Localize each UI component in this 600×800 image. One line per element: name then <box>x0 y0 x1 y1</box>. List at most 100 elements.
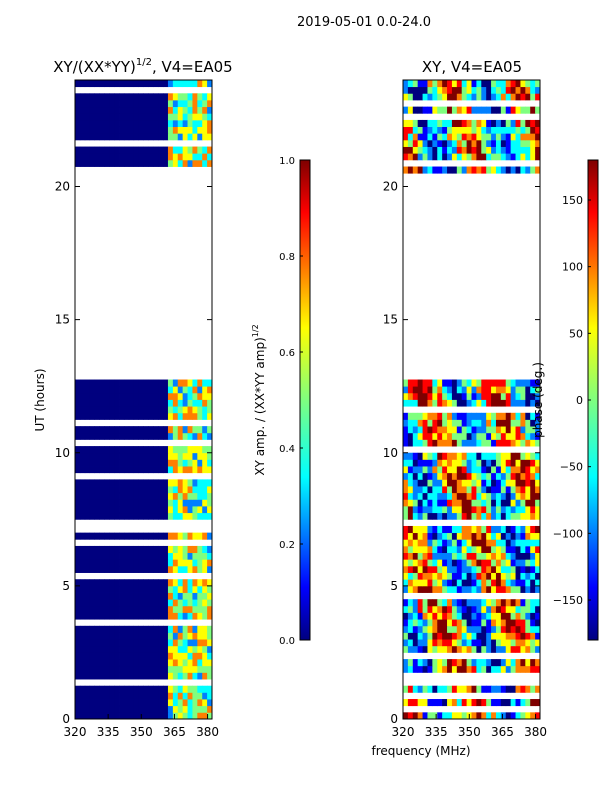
heatmap-cell <box>128 126 135 134</box>
heatmap-cell <box>114 685 120 693</box>
heatmap-cell <box>417 439 423 447</box>
heatmap-cell <box>432 632 438 640</box>
heatmap-cell <box>202 426 208 434</box>
heatmap-cell <box>89 99 95 108</box>
heatmap-cell <box>417 426 423 434</box>
heatmap-cell <box>143 399 149 407</box>
heatmap-cell <box>407 565 414 573</box>
heatmap-cell <box>84 579 91 587</box>
heatmap-cell <box>505 645 512 653</box>
heatmap-cell <box>535 392 541 400</box>
heatmap-cell <box>491 166 497 174</box>
heatmap-cell <box>461 126 467 134</box>
heatmap-cell <box>114 506 120 514</box>
heatmap-cell <box>197 146 203 154</box>
heatmap-cell <box>530 532 536 540</box>
heatmap-cell <box>515 439 521 447</box>
heatmap-cell <box>89 612 95 620</box>
heatmap-cell <box>535 572 541 580</box>
heatmap-cell <box>84 106 91 114</box>
heatmap-cell <box>128 699 135 707</box>
heatmap-cell <box>520 532 526 540</box>
heatmap-cell <box>466 499 472 507</box>
heatmap-cell <box>525 93 531 101</box>
heatmap-cell <box>114 412 120 420</box>
heatmap-cell <box>143 153 149 161</box>
heatmap-cell <box>207 159 213 167</box>
heatmap-cell <box>143 512 149 520</box>
heatmap-cell <box>417 126 423 134</box>
heatmap-cell <box>114 133 120 141</box>
heatmap-cell <box>505 486 512 494</box>
heatmap-cell <box>163 153 169 161</box>
heatmap-cell <box>133 665 139 673</box>
heatmap-cell <box>461 659 467 667</box>
heatmap-cell <box>143 432 149 440</box>
heatmap-cell <box>403 512 409 520</box>
heatmap-cell <box>447 605 453 613</box>
heatmap-cell <box>177 605 184 613</box>
heatmap-cell <box>75 612 81 620</box>
heatmap-cell <box>530 119 536 127</box>
heatmap-cell <box>94 146 100 154</box>
heatmap-cell <box>79 446 86 454</box>
heatmap-cell <box>476 439 482 447</box>
heatmap-cell <box>500 119 507 127</box>
heatmap-cell <box>442 492 448 500</box>
heatmap-cell <box>94 645 100 653</box>
heatmap-cell <box>442 479 448 487</box>
heatmap-cell <box>417 712 423 720</box>
heatmap-cell <box>417 525 423 534</box>
heatmap-cell <box>442 545 448 553</box>
heatmap-cell <box>109 432 115 440</box>
heatmap-cell <box>167 512 174 520</box>
heatmap-cell <box>456 565 463 573</box>
heatmap-cell <box>84 545 91 553</box>
heatmap-cell <box>172 699 179 707</box>
heatmap-cell <box>495 612 502 620</box>
heatmap-cell <box>412 659 419 667</box>
heatmap-cell <box>505 699 512 707</box>
heatmap-cell <box>153 399 159 407</box>
heatmap-cell <box>515 565 521 573</box>
heatmap-cell <box>412 639 419 647</box>
heatmap-cell <box>447 499 453 507</box>
heatmap-cell <box>486 545 492 553</box>
heatmap-cell <box>192 659 198 667</box>
heatmap-cell <box>197 119 203 127</box>
heatmap-cell <box>530 386 536 394</box>
heatmap-cell <box>520 525 526 534</box>
heatmap-cell <box>471 419 477 427</box>
heatmap-cell <box>133 146 139 154</box>
heatmap-cell <box>432 512 438 520</box>
heatmap-cell <box>202 645 208 653</box>
heatmap-cell <box>515 392 521 400</box>
heatmap-cell <box>128 93 135 101</box>
heatmap-cell <box>520 665 526 673</box>
heatmap-cell <box>182 585 188 593</box>
heatmap-cell <box>447 86 453 94</box>
heatmap-cell <box>535 612 541 620</box>
heatmap-cell <box>207 685 213 693</box>
heatmap-cell <box>187 592 193 600</box>
heatmap-cell <box>515 512 521 520</box>
heatmap-cell <box>79 80 86 88</box>
heatmap-cell <box>99 592 105 600</box>
heatmap-cell <box>481 426 487 434</box>
heatmap-cell <box>182 659 188 667</box>
heatmap-cell <box>442 419 448 427</box>
heatmap-cell <box>491 459 497 467</box>
heatmap-cell <box>500 452 507 460</box>
heatmap-cell <box>123 685 130 693</box>
heatmap-cell <box>437 625 443 633</box>
heatmap-cell <box>163 93 169 101</box>
heatmap-cell <box>119 406 125 414</box>
heatmap-cell <box>99 499 105 507</box>
heatmap-cell <box>486 612 492 620</box>
heatmap-cell <box>520 712 526 720</box>
heatmap-cell <box>432 712 438 720</box>
heatmap-cell <box>471 572 477 580</box>
heatmap-cell <box>500 86 507 94</box>
heatmap-cell <box>520 126 526 134</box>
heatmap-cell <box>500 545 507 553</box>
